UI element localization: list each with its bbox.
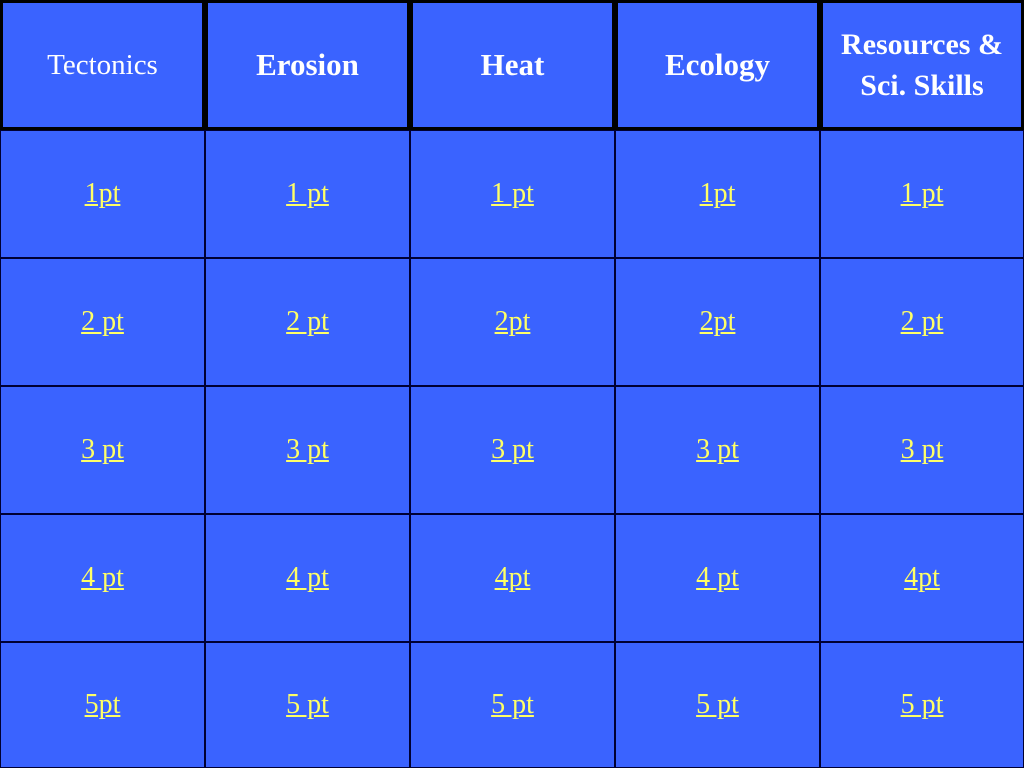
clue-cell-ecology-5: 5 pt [615, 642, 820, 768]
clue-cell-heat-3: 3 pt [410, 386, 615, 514]
clue-cell-ecology-2: 2pt [615, 258, 820, 386]
clue-cell-tectonics-2: 2 pt [0, 258, 205, 386]
category-label: Tectonics [47, 49, 158, 81]
point-link[interactable]: 1pt [699, 178, 736, 209]
clue-cell-heat-4: 4pt [410, 514, 615, 642]
point-link[interactable]: 3 pt [491, 434, 534, 465]
clue-cell-erosion-1: 1 pt [205, 130, 410, 258]
clue-cell-resources-4: 4pt [820, 514, 1024, 642]
point-link[interactable]: 1 pt [286, 178, 329, 209]
category-header-erosion: Erosion [205, 0, 410, 130]
category-header-tectonics: Tectonics [0, 0, 205, 130]
point-link[interactable]: 5 pt [696, 689, 739, 720]
clue-cell-erosion-4: 4 pt [205, 514, 410, 642]
point-link[interactable]: 4 pt [81, 562, 124, 593]
clue-cell-heat-5: 5 pt [410, 642, 615, 768]
point-link[interactable]: 1 pt [900, 178, 944, 209]
category-header-ecology: Ecology [615, 0, 820, 130]
category-header-resources-sci-skills: Resources & Sci. Skills [820, 0, 1024, 130]
point-link[interactable]: 4pt [904, 562, 940, 593]
category-label: Ecology [664, 47, 771, 82]
clue-cell-tectonics-3: 3 pt [0, 386, 205, 514]
clue-cell-tectonics-5: 5pt [0, 642, 205, 768]
clue-cell-tectonics-1: 1pt [0, 130, 205, 258]
point-link[interactable]: 2 pt [286, 306, 329, 337]
clue-cell-heat-2: 2pt [410, 258, 615, 386]
point-link[interactable]: 5pt [84, 689, 121, 720]
point-link[interactable]: 5 pt [900, 689, 944, 720]
point-link[interactable]: 1 pt [491, 178, 534, 209]
point-link[interactable]: 5 pt [286, 689, 329, 720]
category-header-heat: Heat [410, 0, 615, 130]
point-link[interactable]: 4 pt [696, 562, 739, 593]
clue-cell-ecology-1: 1pt [615, 130, 820, 258]
clue-cell-tectonics-4: 4 pt [0, 514, 205, 642]
category-label: Erosion [256, 47, 359, 82]
clue-cell-erosion-3: 3 pt [205, 386, 410, 514]
point-link[interactable]: 5 pt [491, 689, 534, 720]
point-link[interactable]: 1pt [84, 178, 121, 209]
category-label: Resources & Sci. Skills [841, 28, 1003, 102]
clue-cell-heat-1: 1 pt [410, 130, 615, 258]
clue-cell-resources-1: 1 pt [820, 130, 1024, 258]
point-link[interactable]: 2pt [494, 306, 531, 337]
point-link[interactable]: 3 pt [81, 434, 124, 465]
point-link[interactable]: 4 pt [286, 562, 329, 593]
point-link[interactable]: 3 pt [696, 434, 739, 465]
clue-cell-ecology-4: 4 pt [615, 514, 820, 642]
point-link[interactable]: 3 pt [900, 434, 944, 465]
point-link[interactable]: 3 pt [286, 434, 329, 465]
point-link[interactable]: 2 pt [81, 306, 124, 337]
category-label: Heat [480, 47, 545, 82]
clue-cell-resources-5: 5 pt [820, 642, 1024, 768]
point-link[interactable]: 2pt [699, 306, 736, 337]
clue-cell-erosion-5: 5 pt [205, 642, 410, 768]
point-link[interactable]: 2 pt [900, 306, 944, 337]
clue-cell-resources-3: 3 pt [820, 386, 1024, 514]
point-link[interactable]: 4pt [494, 562, 531, 593]
clue-cell-ecology-3: 3 pt [615, 386, 820, 514]
clue-cell-resources-2: 2 pt [820, 258, 1024, 386]
clue-cell-erosion-2: 2 pt [205, 258, 410, 386]
